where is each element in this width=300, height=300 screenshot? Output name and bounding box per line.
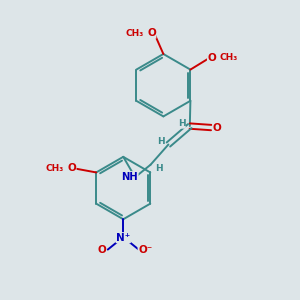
Text: CH₃: CH₃ — [125, 29, 143, 38]
Text: O: O — [207, 53, 216, 63]
Text: O: O — [67, 163, 76, 173]
Text: O⁻: O⁻ — [138, 245, 152, 255]
Text: NH: NH — [122, 172, 138, 182]
Text: H: H — [178, 119, 185, 128]
Text: CH₃: CH₃ — [220, 53, 238, 62]
Text: N⁺: N⁺ — [116, 233, 130, 243]
Text: H: H — [157, 137, 165, 146]
Text: O: O — [147, 28, 156, 38]
Text: H: H — [155, 164, 163, 173]
Text: O: O — [98, 245, 106, 255]
Text: O: O — [213, 123, 221, 133]
Text: CH₃: CH₃ — [45, 164, 63, 173]
